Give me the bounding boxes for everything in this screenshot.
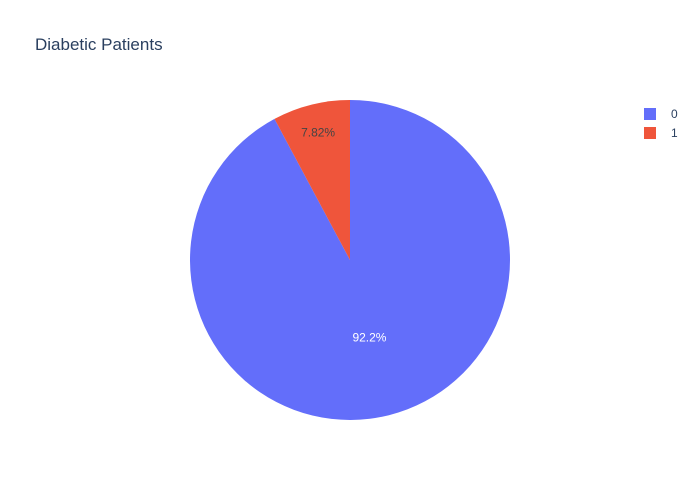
legend-label-1[interactable]: 1	[671, 126, 678, 140]
pie-slice-1[interactable]	[274, 100, 350, 260]
legend-swatch-0[interactable]	[644, 108, 656, 120]
chart-title: Diabetic Patients	[35, 35, 163, 54]
legend-label-0[interactable]: 0	[671, 107, 678, 121]
legend: 01	[644, 107, 678, 140]
pie-slice-label-0: 92.2%	[352, 331, 386, 345]
pie-slices	[189, 100, 510, 420]
pie-slice-label-1: 7.82%	[301, 126, 335, 140]
legend-swatch-1[interactable]	[644, 127, 656, 139]
pie-slice-labels: 92.2% 7.82%	[301, 126, 387, 345]
